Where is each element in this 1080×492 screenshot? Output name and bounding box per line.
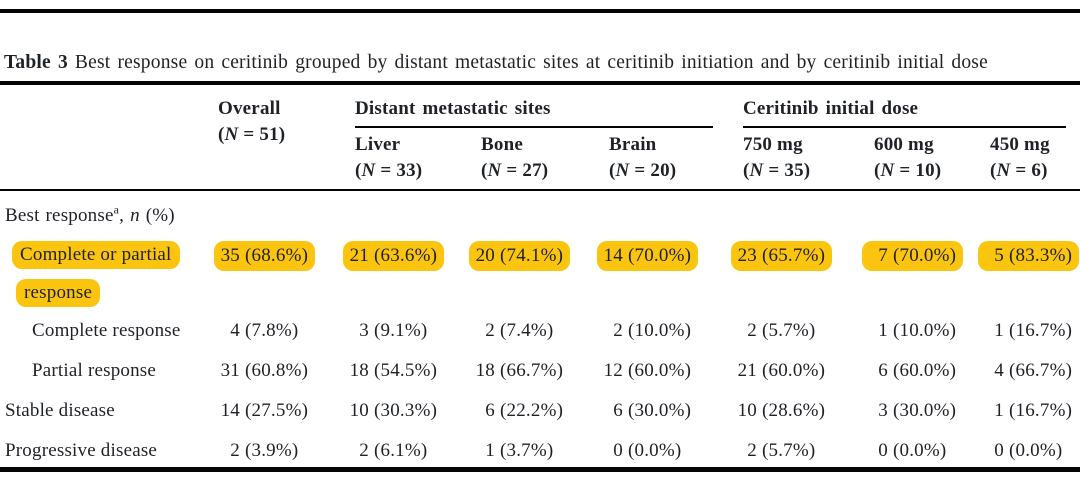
table-row: Complete response 4 (7.8%) 3 (9.1%) 2 (7.4%) 2(… xyxy=(0,317,1080,357)
section-header-best-response: Best responsea, n (%) xyxy=(5,202,175,226)
column-header-450mg: 450 mg xyxy=(990,134,1050,155)
value-cell: 14 (70.0%) xyxy=(597,241,731,271)
row-label-text: Progressive disease xyxy=(5,440,158,461)
value-cell: 10 (28.6%) xyxy=(737,400,826,421)
value-cell: 1 (16.7%) xyxy=(994,320,1073,341)
value-cell: 5 (83.3%) xyxy=(978,241,1080,271)
section-n-symbol: n xyxy=(130,205,140,226)
overall-label: Overall xyxy=(218,98,281,119)
table-row: Stable disease 14 (27.5%) 10 (30.3%) 6 (22.2%)… xyxy=(0,397,1080,437)
overall-n: (N = 51) xyxy=(218,124,286,145)
row-label-text: Stable disease xyxy=(5,400,115,421)
row-label-text: Partial response xyxy=(32,360,157,381)
column-n-450mg: (N = 6) xyxy=(990,160,1048,181)
row-label: Complete or partial response xyxy=(0,241,214,317)
bottom-rule xyxy=(0,467,1080,472)
value-cell: 35 (68.6%) xyxy=(214,241,343,271)
value-cell: 1 (16.7%) xyxy=(994,400,1073,421)
value-cell: 18 (54.5%) xyxy=(349,360,438,381)
value-cell: 6 (60.0%) xyxy=(878,360,957,381)
value-cell: 2 (5.7%) xyxy=(747,440,816,461)
value-cell: 12 (60.0%) xyxy=(603,360,692,381)
group-header-ceritinib-initial-dose: Ceritinib initial dose xyxy=(743,98,919,119)
table-header: Overall (N = 51) Distant metastatic site… xyxy=(0,85,1080,184)
value-cell: 21 (60.0%) xyxy=(737,360,826,381)
row-label: Partial response xyxy=(0,359,214,383)
value-cell: 18 (66.7%) xyxy=(475,360,564,381)
row-label: Complete response xyxy=(0,319,214,343)
row-label: Stable disease xyxy=(0,399,214,423)
value-cell: 4 (7.8%) xyxy=(230,320,299,341)
value-cell: 1 (10.0%) xyxy=(878,320,957,341)
paper-table-page: Table 3 Best response on ceritinib groupe… xyxy=(0,9,1080,492)
highlighted-row-label: Complete or partial xyxy=(12,241,180,269)
spanner-rule-initial-dose xyxy=(743,126,1066,132)
column-n-liver: (N = 33) xyxy=(355,160,423,181)
value-cell: 3 (30.0%) xyxy=(878,400,957,421)
value-cell: 6 (22.2%) xyxy=(485,400,564,421)
table-row: Complete or partial response 35 (68.6%) 21 (6… xyxy=(0,241,1080,317)
value-cell: 2 (3.9%) xyxy=(230,440,299,461)
column-n-brain: (N = 20) xyxy=(609,160,677,181)
value-cell: 21 (63.6%) xyxy=(343,241,469,271)
column-header-liver: Liver xyxy=(355,134,401,155)
value-cell: 2 (5.7%) xyxy=(747,320,816,341)
value-cell: 14 (27.5%) xyxy=(220,400,309,421)
table-body: Best responsea, n (%) Complete or partia… xyxy=(0,191,1080,465)
column-header-brain: Brain xyxy=(609,134,657,155)
table-number: Table 3 xyxy=(4,52,68,73)
column-header-600mg: 600 mg xyxy=(874,134,934,155)
value-cell: 2 (7.4%) xyxy=(485,320,554,341)
column-header-bone: Bone xyxy=(481,134,523,155)
value-cell: 3 (9.1%) xyxy=(359,320,428,341)
table-row: Partial response 31 (60.8%) 18 (54.5%) 18 (66.… xyxy=(0,357,1080,397)
table-rows: Complete or partial response 35 (68.6%) 21 (6… xyxy=(0,241,1080,465)
group-header-distant-metastatic-sites: Distant metastatic sites xyxy=(355,98,551,119)
value-cell: 10 (30.3%) xyxy=(349,400,438,421)
footnote-marker: a xyxy=(113,202,120,217)
value-cell: 4 (66.7%) xyxy=(994,360,1073,381)
value-cell: 7 (70.0%) xyxy=(862,241,978,271)
table-caption: Table 3 Best response on ceritinib groupe… xyxy=(0,50,1080,76)
spanner-rule-distant-sites xyxy=(355,126,713,132)
value-cell: 23 (65.7%) xyxy=(731,241,862,271)
value-cell: 6 (30.0%) xyxy=(613,400,692,421)
table-caption-text: Best response on ceritinib grouped by di… xyxy=(74,52,988,73)
column-n-bone: (N = 27) xyxy=(481,160,549,181)
row-label-text: Complete response xyxy=(32,320,181,341)
column-n-600mg: (N = 10) xyxy=(874,160,942,181)
header-rule xyxy=(0,189,1080,191)
value-cell: 20 (74.1%) xyxy=(469,241,597,271)
value-cell: 1 (3.7%) xyxy=(485,440,554,461)
value-cell: 2 (10.0%) xyxy=(613,320,692,341)
caption-rule xyxy=(0,81,1080,85)
value-cell: 0 (0.0%) xyxy=(994,440,1063,461)
value-cell: 0 (0.0%) xyxy=(878,440,947,461)
value-cell: 0 (0.0%) xyxy=(613,440,682,461)
row-label: Progressive disease xyxy=(0,439,214,463)
section-label: Best response xyxy=(5,205,114,226)
top-rule xyxy=(0,9,1080,13)
table-row: Progressive disease 2 (3.9%) 2 (6.1%) 1 (3.7%)… xyxy=(0,437,1080,465)
column-header-overall: Overall (N = 51) xyxy=(214,96,343,184)
column-header-750mg: 750 mg xyxy=(743,134,803,155)
column-n-750mg: (N = 35) xyxy=(743,160,811,181)
highlighted-row-label: response xyxy=(16,279,101,307)
value-cell: 31 (60.8%) xyxy=(220,360,309,381)
value-cell: 2 (6.1%) xyxy=(359,440,428,461)
